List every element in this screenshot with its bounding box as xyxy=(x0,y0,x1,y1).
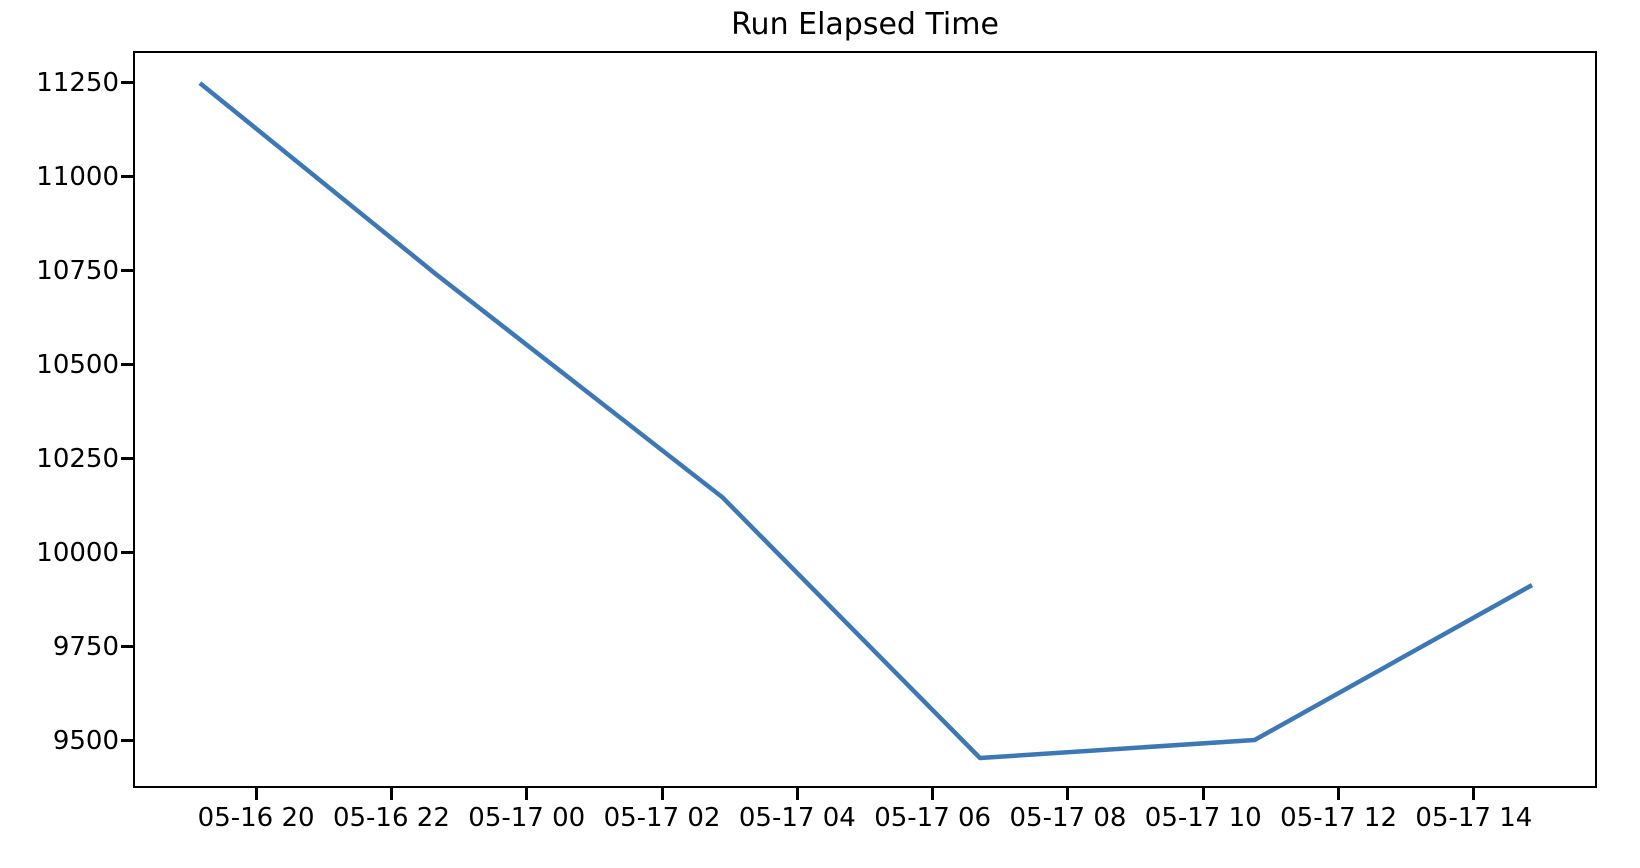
chart-title: Run Elapsed Time xyxy=(731,7,999,42)
y-axis-tick xyxy=(121,269,133,273)
x-axis-label: 05-17 08 xyxy=(1009,803,1127,833)
x-axis-tick xyxy=(795,788,799,800)
x-axis-tick xyxy=(660,788,664,800)
y-axis-tick xyxy=(121,739,133,743)
x-axis-label: 05-17 14 xyxy=(1415,803,1533,833)
y-axis-tick xyxy=(121,645,133,649)
y-axis-tick xyxy=(121,175,133,179)
x-axis-label: 05-16 20 xyxy=(197,803,315,833)
y-axis-tick xyxy=(121,457,133,461)
x-axis-tick xyxy=(254,788,258,800)
y-axis-tick xyxy=(121,81,133,85)
y-axis-label: 9750 xyxy=(52,631,119,662)
y-axis-tick xyxy=(121,363,133,367)
x-axis-label: 05-16 22 xyxy=(332,803,450,833)
x-axis-label: 05-17 10 xyxy=(1144,803,1262,833)
x-axis-label: 05-17 02 xyxy=(603,803,721,833)
x-axis-label: 05-17 06 xyxy=(874,803,992,833)
x-axis-tick xyxy=(389,788,393,800)
x-axis-tick xyxy=(1337,788,1341,800)
x-axis-tick xyxy=(931,788,935,800)
x-axis-tick xyxy=(1472,788,1476,800)
y-axis-tick xyxy=(121,551,133,555)
y-axis-label: 10500 xyxy=(36,349,119,380)
x-axis-label: 05-17 12 xyxy=(1280,803,1398,833)
x-axis-label: 05-17 00 xyxy=(468,803,586,833)
y-axis-label: 10000 xyxy=(36,537,119,568)
y-axis-label: 10750 xyxy=(36,255,119,286)
series-line-run-elapsed-time xyxy=(198,81,1534,761)
x-axis-tick xyxy=(525,788,529,800)
x-axis-tick xyxy=(1201,788,1205,800)
y-axis-label: 9500 xyxy=(52,725,119,756)
plot-area xyxy=(133,51,1597,788)
x-axis-label: 05-17 04 xyxy=(738,803,856,833)
y-axis-label: 11000 xyxy=(36,161,119,192)
y-axis-label: 10250 xyxy=(36,443,119,474)
series-plot-svg xyxy=(198,81,1534,761)
y-axis-label: 11250 xyxy=(36,67,119,98)
x-axis-tick xyxy=(1066,788,1070,800)
